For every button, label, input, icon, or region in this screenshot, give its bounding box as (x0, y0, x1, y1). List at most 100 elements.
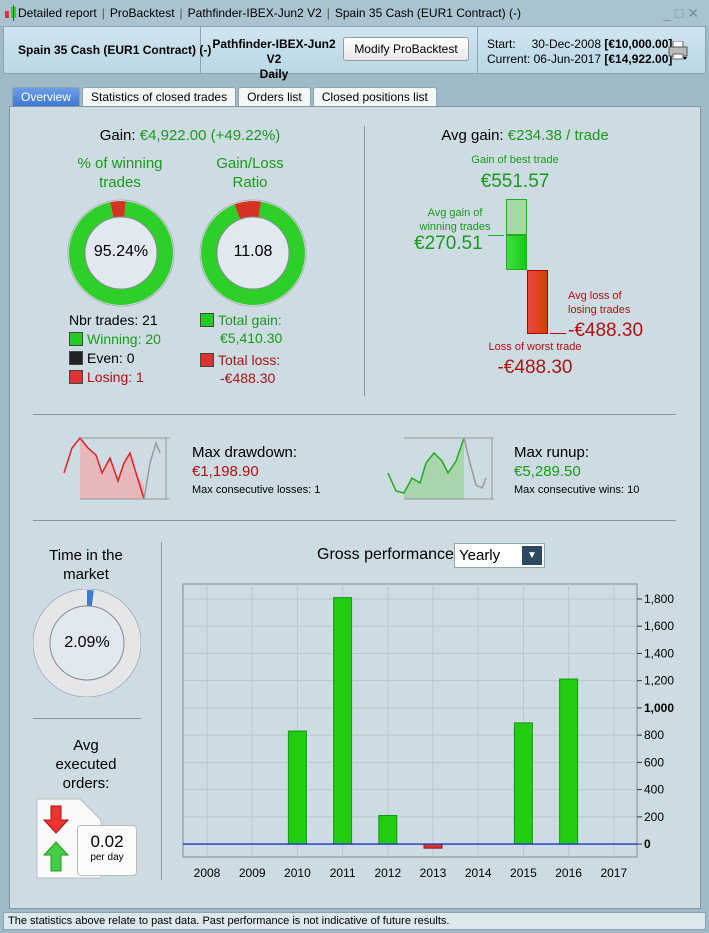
bar-2016 (559, 678, 579, 845)
nbr-trades: Nbr trades: 21 (69, 312, 158, 328)
start-label: Start: (487, 37, 516, 51)
total-gain-label: Total gain: (218, 312, 282, 328)
title-part: Detailed report (18, 6, 97, 20)
best-trade-value: €551.57 (480, 171, 550, 192)
gain-loss-donut (199, 199, 307, 307)
minimize-button[interactable]: _ (663, 5, 675, 21)
y-tick-label: 1,800 (644, 592, 674, 606)
x-tick-label: 2012 (374, 866, 401, 880)
losing-legend-icon (69, 370, 83, 384)
app-candlestick-icon (5, 5, 16, 21)
y-tick-label: 1,600 (644, 619, 674, 633)
donut-segment (234, 201, 262, 220)
winning-title: % of winning trades (77, 155, 163, 191)
tab-orders-list[interactable]: Orders list (238, 87, 311, 106)
current-value: [€14,922.00] (604, 52, 673, 66)
period-select[interactable]: Yearly ▼ (454, 543, 545, 568)
x-tick-label: 2013 (420, 866, 447, 880)
drawdown-sub: Max consecutive losses: 1 (192, 484, 321, 496)
y-tick-label: 400 (644, 783, 664, 797)
winning-count: Winning: 20 (87, 331, 161, 347)
y-tick-label: 1,000 (644, 701, 674, 715)
total-loss-value: -€488.30 (220, 370, 276, 386)
losing-count: Losing: 1 (87, 369, 144, 385)
x-tick-label: 2015 (510, 866, 537, 880)
avg-win-value: €270.51 (414, 233, 483, 254)
donut-segment (68, 201, 173, 305)
winning-legend-icon (69, 332, 83, 346)
status-bar: The statistics above relate to past data… (3, 912, 706, 930)
modify-probacktest-button[interactable]: Modify ProBacktest (343, 37, 469, 61)
runup-label: Max runup: (514, 444, 590, 461)
bar-2015 (513, 722, 533, 845)
y-tick-label: 800 (644, 728, 664, 742)
y-tick-label: 0 (644, 837, 651, 851)
system-name: Pathfinder-IBEX-Jun2 V2 (212, 37, 336, 66)
perf-title: Gross performance (317, 546, 454, 563)
arrow-icon (488, 235, 504, 236)
chevron-down-icon[interactable]: ▼ (522, 546, 542, 565)
bar-2010 (287, 730, 307, 845)
maximize-button[interactable]: □ (674, 5, 688, 21)
bar-2011 (333, 597, 353, 845)
y-tick-label: 1,400 (644, 646, 674, 660)
gross-performance-chart: 0 200 400 600 800 1,000 1,200 1,400 1,600 1,800 20… (182, 583, 674, 880)
runup-value: €5,289.50 (514, 463, 581, 480)
ratio-value: 11.08 (233, 243, 273, 260)
total-loss-icon (200, 353, 214, 367)
gain-summary: Gain: €4,922.00 (+49.22%) (99, 127, 281, 144)
ratio-title: Gain/Loss Ratio (216, 155, 284, 191)
winning-donut (67, 199, 175, 307)
gain-value: €4,922.00 (+49.22%) (139, 127, 281, 144)
donut-segment (110, 201, 126, 218)
y-tick-label: 1,200 (644, 674, 674, 688)
runup-sparkline (387, 437, 494, 500)
title-part: Pathfinder-IBEX-Jun2 V2 (187, 6, 322, 20)
title-bar: Detailed report | ProBacktest | Pathfinder… (0, 0, 709, 26)
avg-loss-bar (527, 270, 548, 334)
tab-closed-positions[interactable]: Closed positions list (312, 87, 437, 106)
timeframe: Daily (259, 67, 289, 81)
drawdown-sparkline (63, 436, 170, 500)
even-count: Even: 0 (87, 350, 135, 366)
time-market-title: Time in the (49, 547, 123, 564)
current-label: Current: (487, 52, 531, 66)
worst-trade-value: -€488.30 (497, 357, 573, 378)
y-tick-label: 600 (644, 755, 664, 769)
avg-gain-value: €234.38 / trade (507, 127, 609, 144)
time-market-value: 2.09% (64, 634, 110, 651)
best-trade-label: Gain of best trade (471, 154, 559, 166)
instrument-name: Spain 35 Cash (EUR1 Contract) (-) (18, 43, 212, 57)
avg-win-label: Avg gain of (427, 207, 483, 219)
start-value: [€10,000.00] (604, 37, 673, 51)
even-legend-icon (69, 351, 83, 365)
worst-trade-label: Loss of worst trade (488, 341, 582, 353)
start-date: 30-Dec-2008 (531, 37, 601, 51)
drawdown-label: Max drawdown: (192, 444, 298, 461)
x-tick-label: 2017 (600, 866, 627, 880)
close-button[interactable]: ✕ (687, 5, 703, 21)
title-part: ProBacktest (109, 6, 175, 20)
y-tick-label: 200 (644, 810, 664, 824)
x-tick-label: 2009 (239, 866, 266, 880)
avg-gain: Avg gain: €234.38 / trade (441, 127, 609, 144)
tab-statistics[interactable]: Statistics of closed trades (82, 87, 237, 106)
total-loss-label: Total loss: (218, 352, 281, 368)
total-gain-value: €5,410.30 (220, 330, 283, 346)
orders-value: 0.02 (90, 832, 124, 851)
x-tick-label: 2011 (330, 866, 356, 880)
avg-win-bar (506, 235, 527, 270)
total-gain-icon (200, 313, 214, 327)
bar-2012 (378, 814, 398, 845)
x-tick-label: 2010 (284, 866, 311, 880)
best-trade-bar (506, 199, 527, 235)
arrow-icon (550, 333, 566, 334)
orders-unit: per day (90, 852, 124, 863)
print-icon[interactable] (668, 41, 690, 61)
avg-loss-label: Avg loss of (568, 290, 622, 302)
x-tick-label: 2016 (555, 866, 582, 880)
title-part: Spain 35 Cash (EUR1 Contract) (-) (334, 6, 521, 20)
tab-overview[interactable]: Overview (12, 87, 81, 106)
time-market-donut (33, 589, 141, 697)
runup-sub: Max consecutive wins: 10 (514, 484, 640, 496)
